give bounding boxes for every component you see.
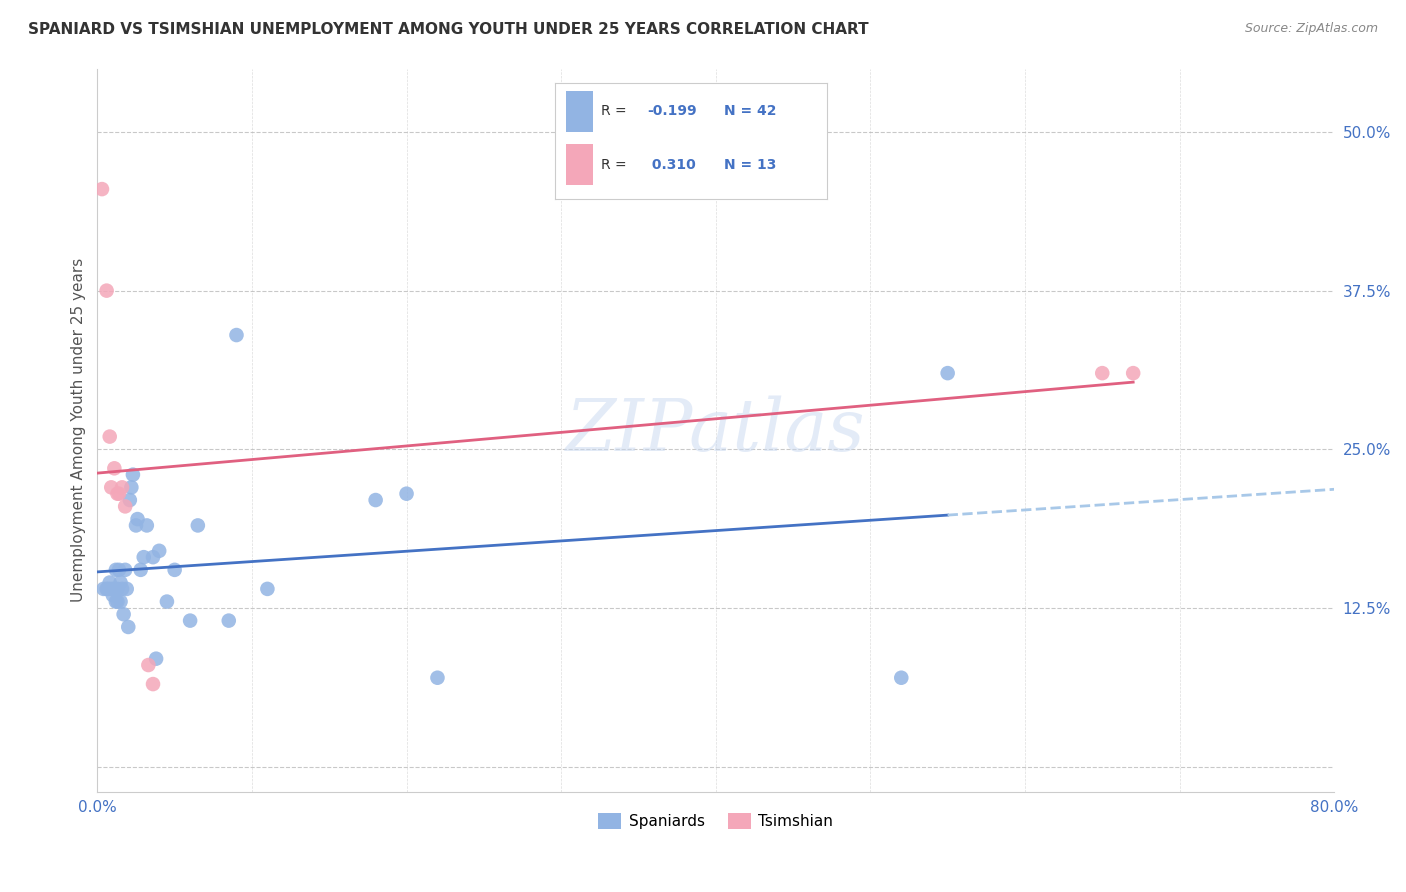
- Point: [98, 575, 121, 590]
- Point: [145, 651, 167, 665]
- Point: [1091, 366, 1114, 380]
- Point: [103, 582, 125, 596]
- Point: [104, 594, 127, 608]
- Point: [118, 493, 141, 508]
- Point: [104, 563, 127, 577]
- Point: [179, 614, 201, 628]
- Point: [110, 594, 132, 608]
- Point: [127, 512, 149, 526]
- Point: [142, 677, 165, 691]
- Point: [225, 328, 247, 343]
- Point: [156, 594, 179, 608]
- Legend: Spaniards, Tsimshian: Spaniards, Tsimshian: [592, 806, 839, 835]
- Point: [1122, 366, 1144, 380]
- Point: [364, 493, 387, 508]
- Point: [107, 594, 129, 608]
- Point: [103, 461, 125, 475]
- Point: [111, 480, 134, 494]
- Point: [114, 500, 136, 514]
- Point: [122, 467, 145, 482]
- Point: [115, 582, 138, 596]
- Y-axis label: Unemployment Among Youth under 25 years: Unemployment Among Youth under 25 years: [72, 258, 86, 602]
- Point: [100, 480, 122, 494]
- Point: [135, 518, 157, 533]
- Point: [91, 182, 114, 196]
- Point: [890, 671, 912, 685]
- Point: [110, 575, 132, 590]
- Point: [187, 518, 209, 533]
- Point: [138, 658, 160, 673]
- Point: [93, 582, 115, 596]
- Point: [120, 480, 142, 494]
- Point: [96, 582, 118, 596]
- Point: [107, 582, 129, 596]
- Point: [98, 429, 121, 443]
- Point: [129, 563, 152, 577]
- Point: [112, 607, 135, 622]
- Point: [426, 671, 449, 685]
- Point: [936, 366, 959, 380]
- Point: [108, 563, 131, 577]
- Text: Source: ZipAtlas.com: Source: ZipAtlas.com: [1244, 22, 1378, 36]
- Point: [114, 563, 136, 577]
- Point: [107, 486, 129, 500]
- Text: SPANIARD VS TSIMSHIAN UNEMPLOYMENT AMONG YOUTH UNDER 25 YEARS CORRELATION CHART: SPANIARD VS TSIMSHIAN UNEMPLOYMENT AMONG…: [28, 22, 869, 37]
- Point: [395, 486, 418, 500]
- Text: ZIPatlas: ZIPatlas: [567, 395, 866, 466]
- Point: [256, 582, 278, 596]
- Point: [117, 620, 139, 634]
- Point: [111, 582, 134, 596]
- Point: [97, 582, 120, 596]
- Point: [148, 544, 170, 558]
- Point: [132, 550, 155, 565]
- Point: [96, 284, 118, 298]
- Point: [218, 614, 240, 628]
- Point: [108, 486, 131, 500]
- Point: [125, 518, 148, 533]
- Point: [100, 582, 122, 596]
- Point: [101, 588, 124, 602]
- Point: [142, 550, 165, 565]
- Point: [163, 563, 186, 577]
